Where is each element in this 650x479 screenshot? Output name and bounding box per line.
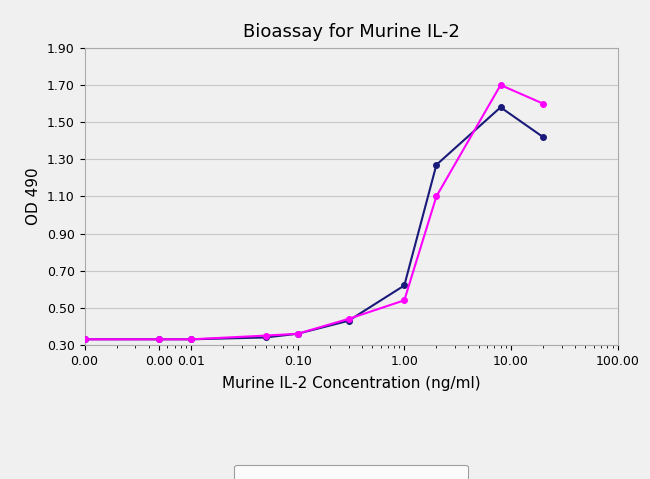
Competitor Murine IL-2 <box>262 333 270 339</box>
Murine IL-2 (212-12) <box>294 331 302 337</box>
Murine IL-2 (212-12) <box>155 336 163 342</box>
Murine IL-2 (212-12) <box>187 336 195 342</box>
Murine IL-2 (212-12) <box>81 336 88 342</box>
Competitor Murine IL-2 <box>539 101 547 106</box>
Competitor Murine IL-2 <box>497 82 504 88</box>
Competitor Murine IL-2 <box>400 297 408 303</box>
Competitor Murine IL-2 <box>294 331 302 337</box>
Competitor Murine IL-2 <box>187 336 195 342</box>
Title: Bioassay for Murine IL-2: Bioassay for Murine IL-2 <box>242 23 460 41</box>
Murine IL-2 (212-12) <box>432 162 440 168</box>
Competitor Murine IL-2 <box>155 336 163 342</box>
Line: Murine IL-2 (212-12): Murine IL-2 (212-12) <box>82 104 546 342</box>
Murine IL-2 (212-12) <box>497 104 504 110</box>
Murine IL-2 (212-12) <box>262 334 270 340</box>
Murine IL-2 (212-12) <box>539 134 547 140</box>
Murine IL-2 (212-12) <box>400 283 408 288</box>
Competitor Murine IL-2 <box>81 336 88 342</box>
Y-axis label: OD 490: OD 490 <box>26 168 41 225</box>
Competitor Murine IL-2 <box>432 194 440 199</box>
Murine IL-2 (212-12) <box>344 318 352 324</box>
X-axis label: Murine IL-2 Concentration (ng/ml): Murine IL-2 Concentration (ng/ml) <box>222 376 480 391</box>
Competitor Murine IL-2 <box>344 316 352 322</box>
Line: Competitor Murine IL-2: Competitor Murine IL-2 <box>82 82 546 342</box>
Legend: Murine IL-2 (212-12), Competitor Murine IL-2: Murine IL-2 (212-12), Competitor Murine … <box>234 465 468 479</box>
